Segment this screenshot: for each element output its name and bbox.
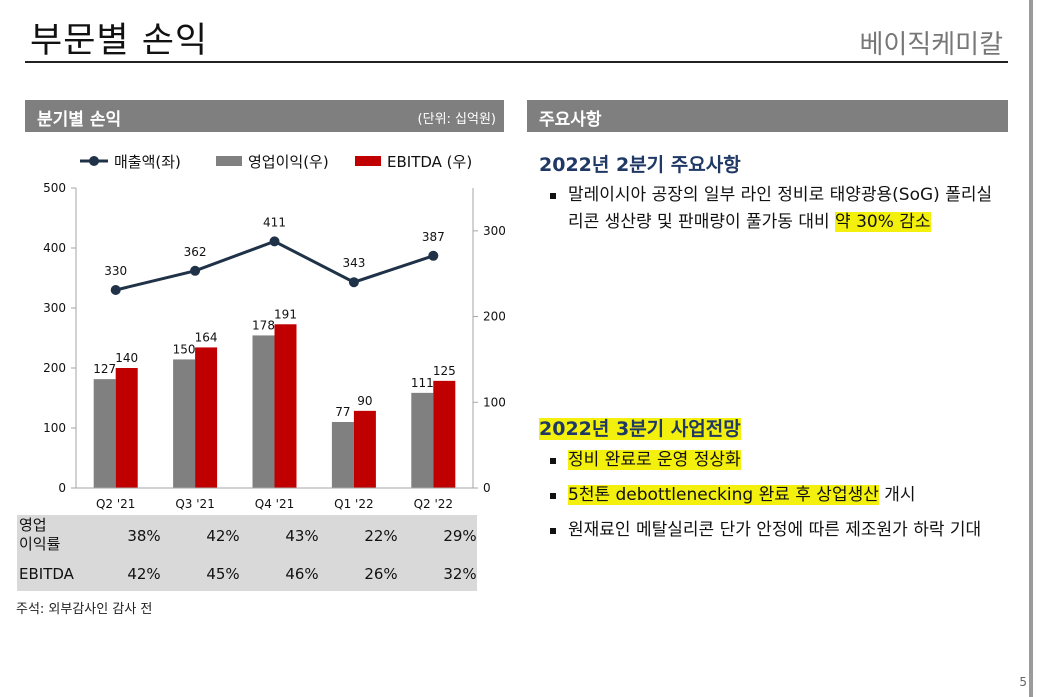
table-cell: 42% <box>127 565 161 583</box>
bar-operating-profit <box>411 392 434 488</box>
right-axis-tick-label: 100 <box>483 395 505 409</box>
row-label-operating-margin: 영업 이익률 <box>19 516 60 554</box>
x-axis-tick-label: Q4 '21 <box>255 497 294 511</box>
list-item: 정비 완료로 운영 정상화 <box>548 447 998 474</box>
title-divider <box>25 61 1008 63</box>
bar-ebitda <box>353 410 376 488</box>
legend-marker-sales-swatch <box>89 156 99 166</box>
list-item: 말레이시아 공장의 일부 라인 정비로 태양광용(SoG) 폴리실리콘 생산량 … <box>548 182 998 236</box>
point-sales <box>428 250 439 261</box>
data-label-ebitda: 164 <box>195 330 218 344</box>
unit-label: (단위: 십억원) <box>417 112 496 127</box>
bullet-icon <box>550 493 556 499</box>
row-label-ebitda: EBITDA <box>19 565 74 583</box>
data-label-sales: 362 <box>184 245 207 259</box>
key-issues-header-label: 주요사항 <box>539 110 602 130</box>
data-label-operating-profit: 127 <box>93 362 116 376</box>
quarterly-pl-header: 분기별 손익 (단위: 십억원) <box>25 100 504 132</box>
bullet-highlight: 5천톤 debottlenecking 완료 후 상업생산 <box>568 485 879 505</box>
bullet-text: 말레이시아 공장의 일부 라인 정비로 태양광용(SoG) 폴리실리콘 생산량 … <box>568 185 993 232</box>
bullet-highlight: 약 30% 감소 <box>835 212 931 232</box>
point-sales <box>110 285 121 295</box>
legend-swatch-ebitda <box>355 156 381 166</box>
ratio-table: 영업 이익률 38% 42% 43% 22% 29% EBITDA 42% 45… <box>17 515 477 591</box>
data-label-ebitda: 125 <box>433 364 456 378</box>
point-sales <box>190 265 201 276</box>
footnote: 주석: 외부감사인 감사 전 <box>16 602 153 617</box>
q2-highlights-title: 2022년 2분기 주요사항 <box>539 154 741 176</box>
table-row-margin: 영업 이익률 38% 42% 43% 22% 29% <box>17 515 477 553</box>
bar-operating-profit <box>331 422 354 488</box>
point-sales <box>269 236 280 247</box>
data-label-ebitda: 90 <box>357 394 372 408</box>
table-cell: 43% <box>285 527 319 545</box>
bullet-highlight: 정비 완료로 운영 정상화 <box>568 450 741 470</box>
x-axis-tick-label: Q1 '22 <box>334 497 373 511</box>
data-label-operating-profit: 77 <box>335 405 350 419</box>
bar-ebitda <box>195 347 218 488</box>
bullet-icon <box>550 193 556 199</box>
table-cell: 32% <box>443 565 477 583</box>
right-axis-tick-label: 300 <box>483 224 505 238</box>
series-line-sales <box>115 239 434 292</box>
data-label-operating-profit: 150 <box>173 342 196 356</box>
quarterly-pl-header-label: 분기별 손익 <box>37 110 122 130</box>
right-axis-tick-label: 200 <box>483 310 505 324</box>
data-label-operating-profit: 178 <box>252 318 275 332</box>
left-axis-tick-label: 100 <box>43 421 66 435</box>
bar-operating-profit <box>93 379 116 488</box>
legend-swatch-operating-profit <box>216 156 242 166</box>
bar-ebitda <box>274 324 297 488</box>
legend-label-ebitda: EBITDA (우) <box>387 153 472 171</box>
key-issues-header: 주요사항 <box>527 100 1008 132</box>
bar-operating-profit <box>252 335 275 488</box>
data-label-ebitda: 191 <box>274 307 297 321</box>
q2-bullet-list: 말레이시아 공장의 일부 라인 정비로 태양광용(SoG) 폴리실리콘 생산량 … <box>548 182 998 236</box>
left-axis-tick-label: 400 <box>43 241 66 255</box>
table-row-ebitda: EBITDA 42% 45% 46% 26% 32% <box>17 553 477 591</box>
table-cell: 46% <box>285 565 319 583</box>
right-edge-stripe <box>1029 0 1033 697</box>
x-axis-tick-label: Q2 '21 <box>96 497 135 511</box>
company-name: 베이직케미칼 <box>859 30 1003 60</box>
bullet-text: 개시 <box>878 485 916 505</box>
data-label-ebitda: 140 <box>115 351 138 365</box>
q3-outlook-title: 2022년 3분기 사업전망 <box>539 414 741 441</box>
legend-label-operating-profit: 영업이익(우) <box>248 153 329 171</box>
right-axis-tick-label: 0 <box>483 481 491 495</box>
bar-ebitda <box>433 380 456 488</box>
data-label-operating-profit: 111 <box>411 376 434 390</box>
quarterly-pl-chart: 매출액(좌) 영업이익(우) EBITDA (우) 0 100 200 300 400 500 0… <box>43 153 505 511</box>
data-label-sales: 387 <box>422 230 445 244</box>
page-title: 부문별 손익 <box>30 21 209 61</box>
left-axis-tick-label: 500 <box>43 181 66 195</box>
point-sales <box>348 277 359 288</box>
left-axis-tick-label: 0 <box>58 481 66 495</box>
list-item: 5천톤 debottlenecking 완료 후 상업생산 개시 <box>548 482 998 509</box>
table-cell: 29% <box>443 527 477 545</box>
x-axis-tick-label: Q3 '21 <box>175 497 214 511</box>
table-cell: 22% <box>364 527 398 545</box>
left-axis-tick-label: 200 <box>43 361 66 375</box>
bullet-text: 원재료인 메탈실리콘 단가 안정에 따른 제조원가 하락 기대 <box>568 520 982 540</box>
table-cell: 26% <box>364 565 398 583</box>
q3-bullet-list: 정비 완료로 운영 정상화 5천톤 debottlenecking 완료 후 상… <box>548 447 998 544</box>
x-axis-tick-label: Q2 '22 <box>414 497 453 511</box>
data-label-sales: 343 <box>342 256 365 270</box>
list-item: 원재료인 메탈실리콘 단가 안정에 따른 제조원가 하락 기대 <box>548 517 998 544</box>
left-axis-tick-label: 300 <box>43 301 66 315</box>
q3-outlook-title-text: 2022년 3분기 사업전망 <box>539 418 741 440</box>
bar-operating-profit <box>173 359 196 488</box>
bar-ebitda <box>115 368 138 488</box>
legend-label-sales: 매출액(좌) <box>114 153 181 171</box>
table-cell: 38% <box>127 527 161 545</box>
data-label-sales: 411 <box>263 215 286 229</box>
bullet-icon <box>550 528 556 534</box>
table-cell: 42% <box>206 527 240 545</box>
data-label-sales: 330 <box>104 264 127 278</box>
bullet-icon <box>550 458 556 464</box>
table-cell: 45% <box>206 565 240 583</box>
row-label-text: 영업 이익률 <box>19 516 61 553</box>
page-number: 5 <box>1019 675 1027 689</box>
